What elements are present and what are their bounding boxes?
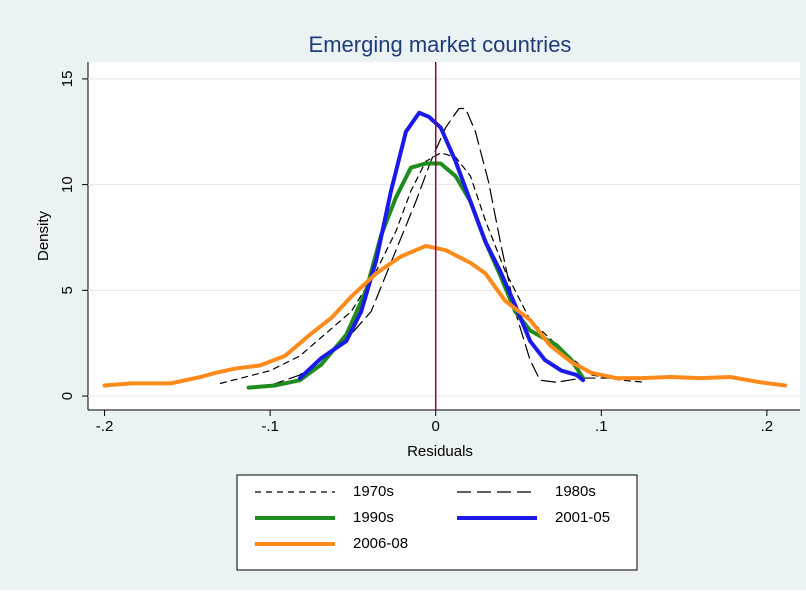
plot-area	[88, 62, 800, 410]
y-tick-label: 10	[59, 176, 76, 193]
x-tick-label: -.1	[261, 418, 279, 435]
y-tick-label: 5	[59, 286, 76, 294]
y-tick-label: 15	[59, 71, 76, 88]
x-tick-label: .2	[761, 418, 774, 435]
x-tick-label: .1	[595, 418, 608, 435]
legend-label: 1980s	[555, 483, 596, 500]
legend-label: 1990s	[353, 509, 394, 526]
series-line	[297, 110, 586, 383]
legend-label: 1970s	[353, 483, 394, 500]
series-line	[102, 243, 788, 388]
legend-label: 2001-05	[555, 509, 610, 526]
series-line	[246, 161, 586, 390]
y-axis-label: Density	[35, 210, 52, 261]
x-tick-label: -.2	[96, 418, 114, 435]
chart-title: Emerging market countries	[309, 32, 572, 57]
legend-label: 2006-08	[353, 535, 408, 552]
x-tick-label: 0	[432, 418, 440, 435]
x-axis-label: Residuals	[407, 443, 473, 460]
y-tick-label: 0	[59, 392, 76, 400]
legend-box	[236, 474, 638, 571]
series-line	[269, 107, 612, 387]
